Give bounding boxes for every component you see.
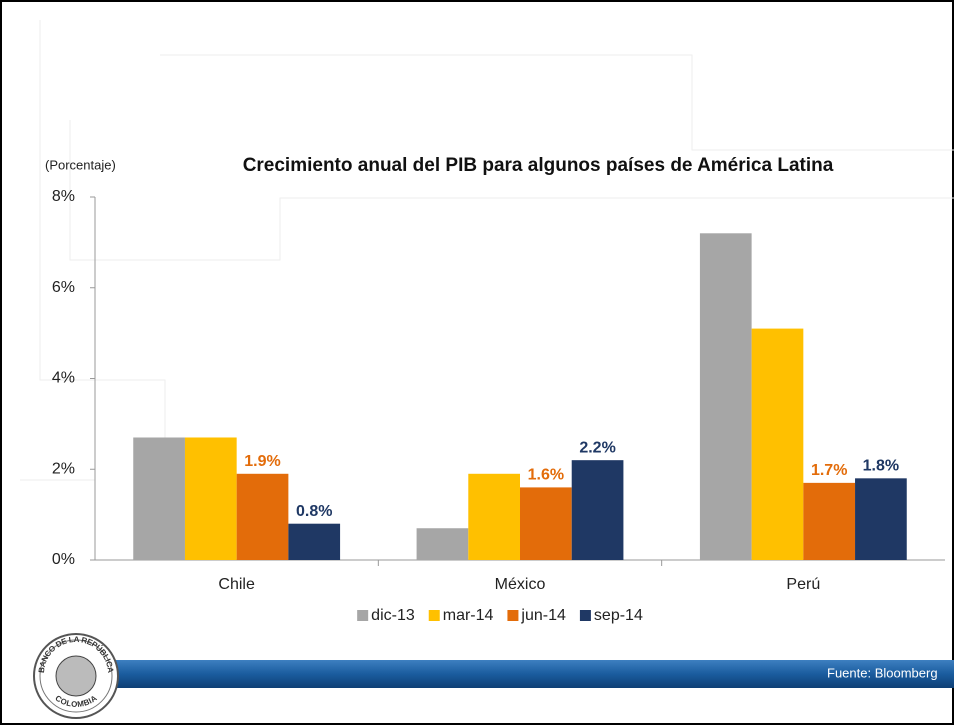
plot: 0% 2% 4% 6% 8% Chile 1.9% 0.8% México 1.6% 2.2% Per… [52, 188, 945, 624]
bar [468, 473, 520, 560]
bar [416, 528, 469, 560]
legend-swatch [428, 610, 440, 621]
bar [855, 478, 907, 560]
bar [803, 482, 856, 560]
x-tick-label: Chile [218, 576, 255, 593]
bar [288, 523, 341, 560]
source: Fuente: Bloomberg [827, 665, 938, 680]
y-tick-label: 6% [52, 279, 75, 296]
footer-band [90, 660, 954, 688]
legend-label: jun-14 [520, 607, 566, 624]
background-lines [20, 20, 954, 481]
y-axis-label: (Porcentaje) [45, 157, 116, 172]
y-tick-label: 4% [52, 370, 75, 387]
legend-swatch [357, 610, 369, 621]
bar [133, 437, 185, 560]
bar [184, 437, 237, 560]
data-label: 1.9% [244, 453, 280, 470]
data-label: 2.2% [579, 439, 615, 456]
data-label: 0.8% [296, 503, 332, 520]
x-tick-label: México [495, 576, 546, 593]
y-tick-label: 0% [52, 551, 75, 568]
legend-label: mar-14 [443, 607, 494, 624]
bar [571, 460, 624, 560]
legend-label: dic-13 [371, 607, 415, 624]
chart-title: Crecimiento anual del PIB para algunos p… [243, 155, 834, 176]
legend-swatch [579, 610, 591, 621]
bar [520, 487, 572, 560]
x-tick-label: Perú [786, 576, 820, 593]
y-tick-label: 8% [52, 188, 75, 205]
logo-head [55, 655, 97, 697]
data-label: 1.8% [863, 458, 899, 475]
legend-swatch [507, 610, 519, 621]
bar [236, 473, 289, 560]
bar [751, 328, 804, 560]
legend-label: sep-14 [594, 607, 643, 624]
data-label: 1.7% [811, 462, 847, 479]
legend: dic-13 mar-14 jun-14 sep-14 [357, 607, 643, 624]
logo-ring [39, 639, 113, 713]
data-label: 1.6% [528, 467, 564, 484]
y-tick-label: 2% [52, 460, 75, 477]
bar [699, 233, 752, 561]
